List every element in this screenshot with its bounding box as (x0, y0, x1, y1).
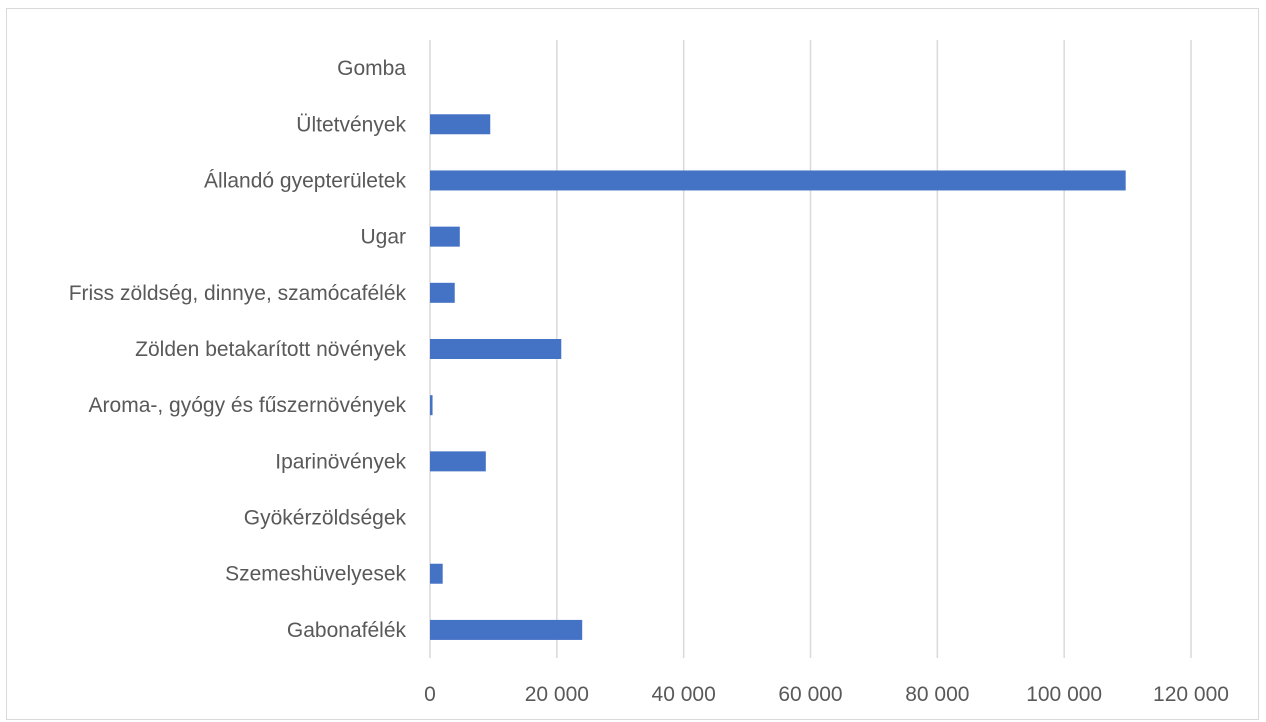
category-label: Iparinövények (275, 450, 406, 473)
bar (430, 339, 562, 359)
bar (430, 395, 433, 416)
category-label: Aroma-, gyógy és fűszernövények (89, 394, 407, 417)
bar (430, 170, 1126, 191)
category-label: Ugar (360, 226, 406, 249)
bar (430, 451, 486, 472)
bar (430, 563, 443, 584)
category-label: Gyökérzöldségek (244, 507, 407, 530)
x-tick-label: 0 (424, 683, 436, 706)
x-tick-label: 20 000 (525, 683, 589, 706)
bar (430, 619, 583, 640)
gridlines (429, 40, 1192, 658)
category-label: Zölden betakarított növények (135, 338, 406, 361)
x-tick-label: 120 000 (1153, 683, 1229, 706)
x-tick-label: 60 000 (778, 683, 842, 706)
bar (430, 114, 491, 135)
category-label: Friss zöldség, dinnye, szamócafélék (69, 282, 407, 305)
bar (430, 282, 455, 303)
x-tick-labels: 0 20 000 40 000 60 000 80 000 100 000 120 000 (424, 683, 1229, 706)
category-label: Szemeshüvelyesek (225, 563, 406, 586)
chart-frame (6, 8, 1259, 720)
x-tick-label: 80 000 (905, 683, 969, 706)
bar (430, 226, 460, 247)
bars (430, 114, 1126, 640)
category-labels: Gomba Ültetvények Állandó gyepterületek Uga… (69, 57, 407, 642)
category-label: Gabonafélék (287, 619, 407, 642)
category-label: Ültetvények (296, 113, 406, 136)
x-tick-label: 40 000 (652, 683, 716, 706)
category-label: Gomba (337, 57, 406, 80)
x-tick-label: 100 000 (1026, 683, 1102, 706)
category-label: Állandó gyepterületek (204, 169, 406, 192)
